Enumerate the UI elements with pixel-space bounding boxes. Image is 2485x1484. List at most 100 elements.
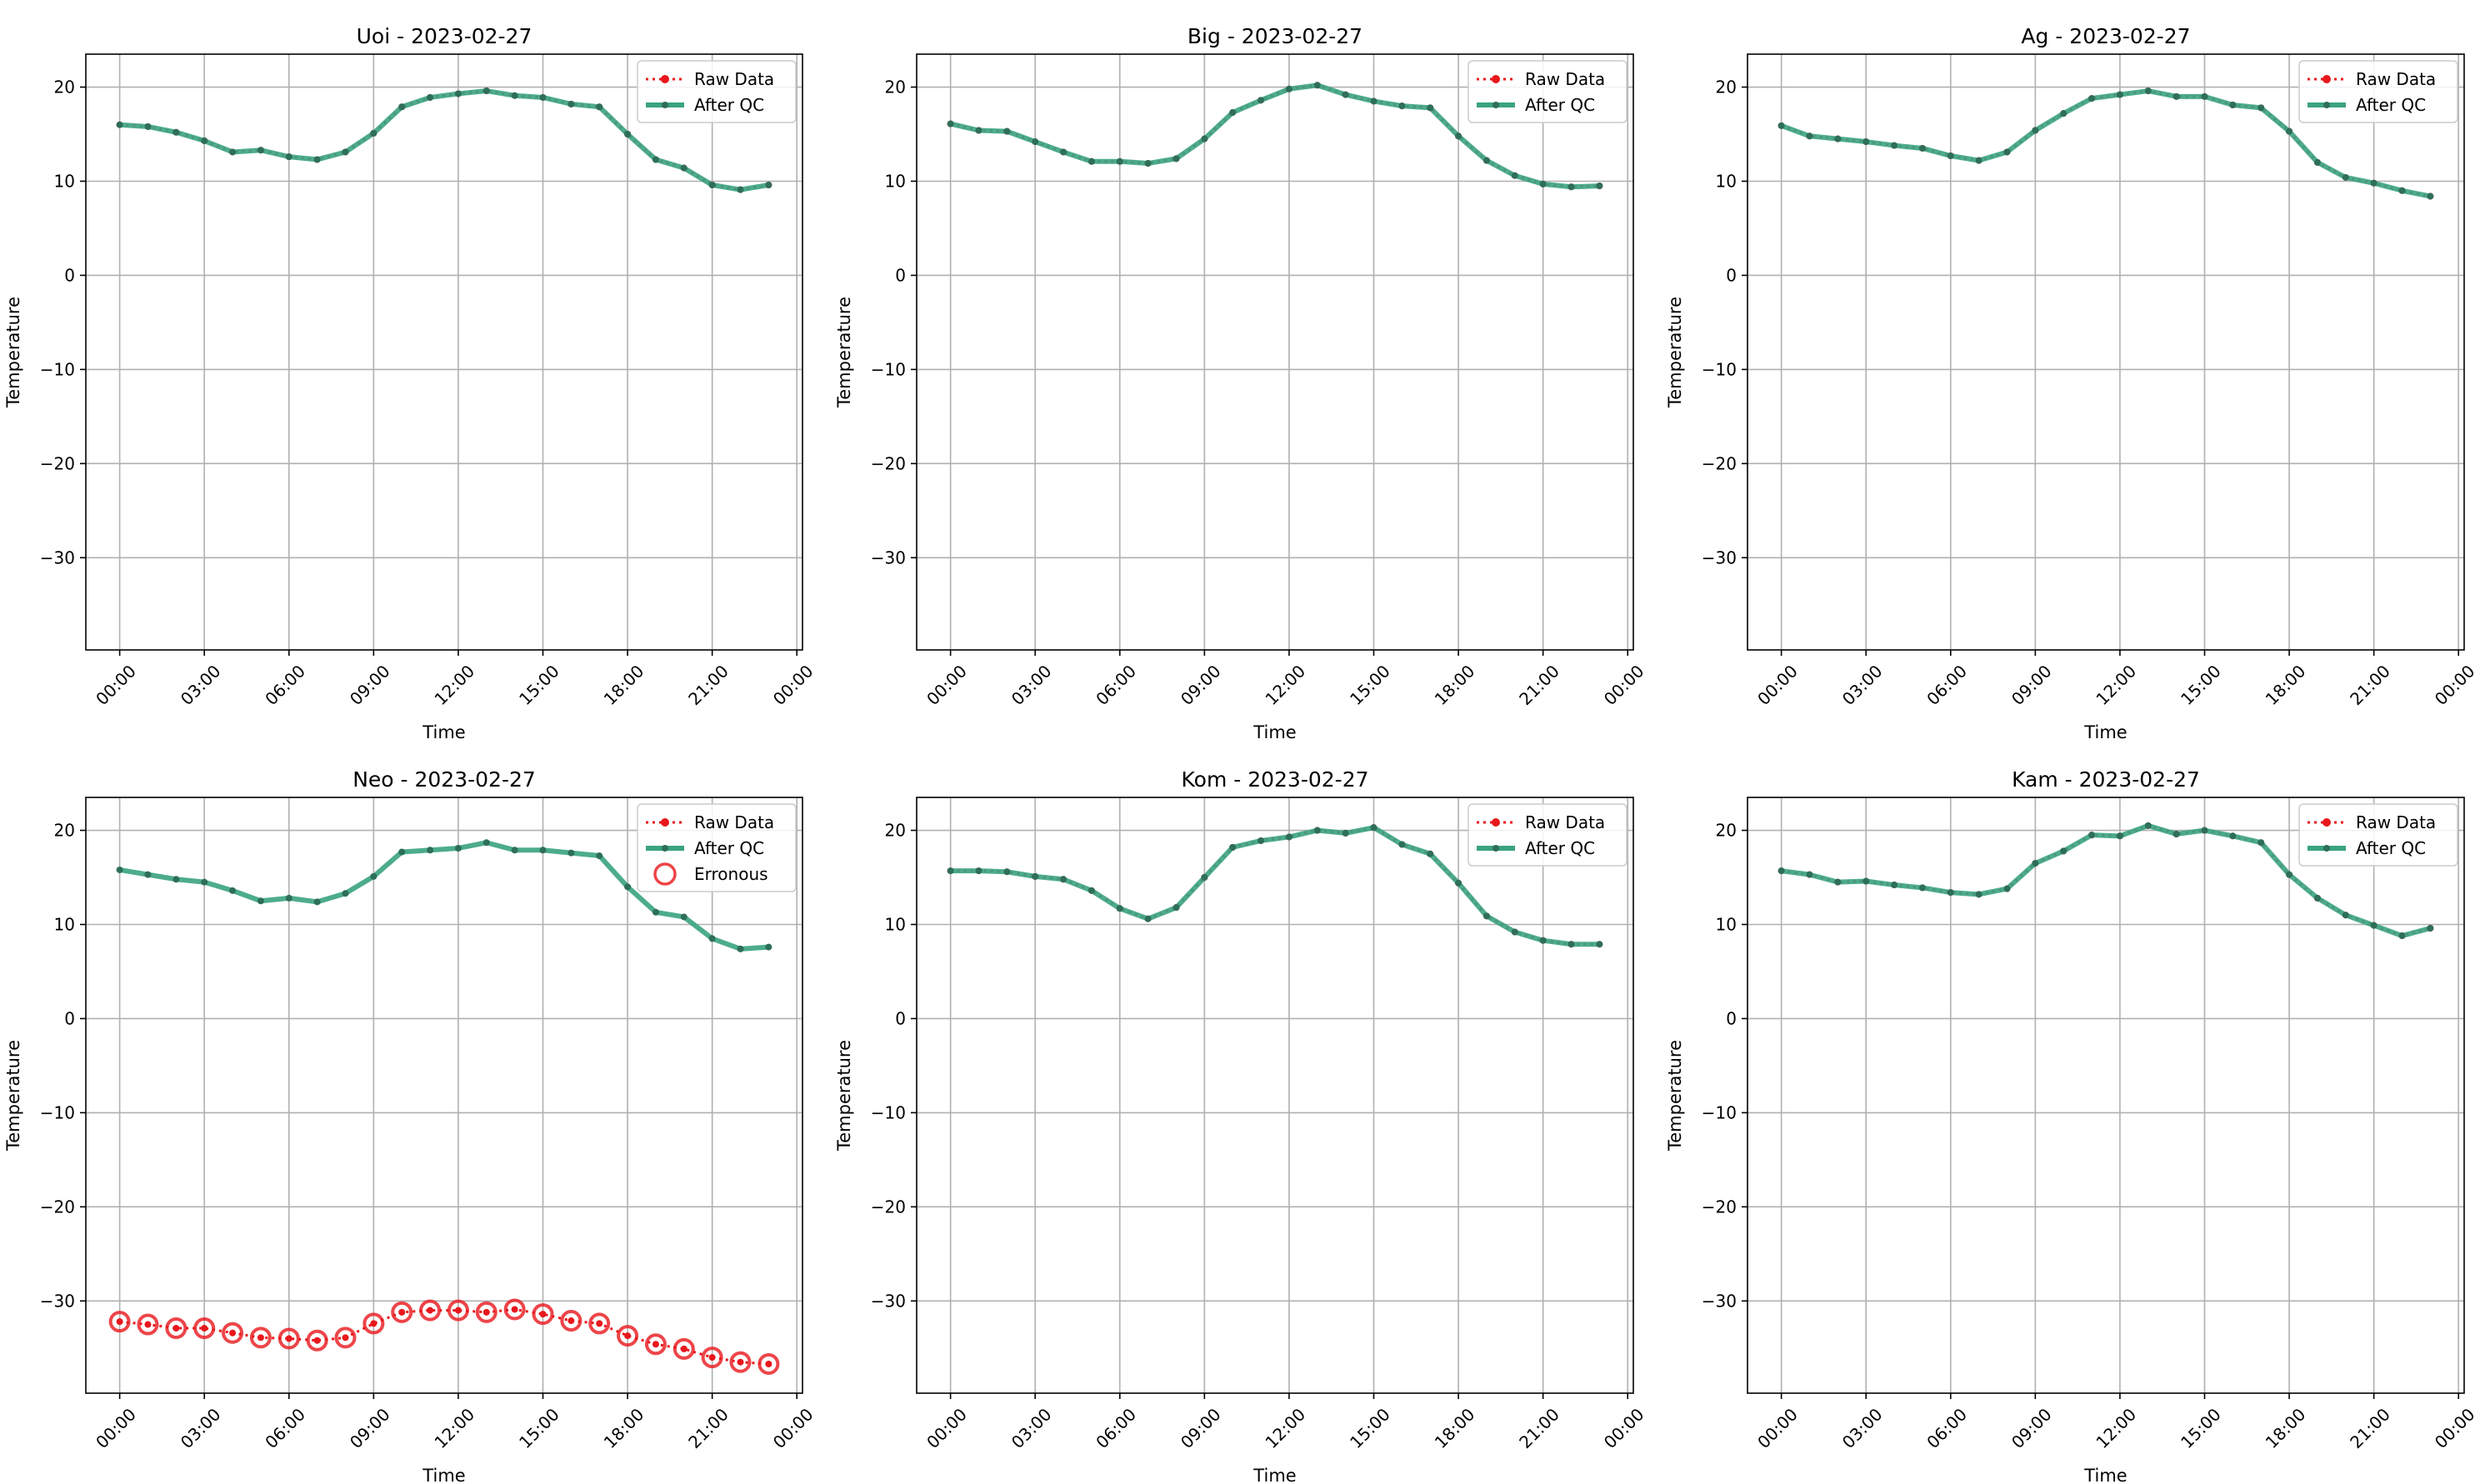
after-qc-point xyxy=(1482,912,1490,920)
plot-frame xyxy=(85,797,803,1394)
raw-data-point xyxy=(765,1360,772,1367)
after-qc-point xyxy=(947,867,954,875)
after-qc-point xyxy=(398,848,406,856)
after-qc-point xyxy=(144,871,152,878)
after-qc-point xyxy=(2342,173,2349,181)
after-qc-point xyxy=(427,847,434,854)
after-qc-point xyxy=(680,913,688,921)
chart-title: Neo - 2023-02-27 xyxy=(352,767,536,792)
raw-data-point xyxy=(398,1308,406,1316)
after-qc-point xyxy=(1918,884,1926,892)
raw-data-point xyxy=(511,1306,518,1313)
after-qc-point xyxy=(2398,932,2406,940)
x-tick-label: 00:00 xyxy=(2431,661,2479,709)
after-qc-point xyxy=(342,890,349,897)
plot-frame xyxy=(1747,797,2465,1394)
after-qc-point xyxy=(624,883,632,891)
y-tick-label: −10 xyxy=(1702,359,1737,379)
after-qc-point xyxy=(539,847,547,854)
after-qc-point xyxy=(2286,127,2293,135)
after-qc-point xyxy=(1778,867,1785,875)
legend-qc-marker xyxy=(662,102,668,108)
raw-data-point xyxy=(201,1325,208,1332)
raw-data-point xyxy=(370,1320,378,1327)
after-qc-point xyxy=(947,120,954,127)
chart-title: Big - 2023-02-27 xyxy=(1188,24,1362,48)
y-axis-label: Temperature xyxy=(1665,1040,1685,1152)
after-qc-point xyxy=(144,122,152,130)
after-qc-point xyxy=(1891,142,1898,149)
after-qc-point xyxy=(116,121,123,128)
x-tick-label: 21:00 xyxy=(684,661,732,709)
after-qc-series xyxy=(1778,822,2434,940)
after-qc-point xyxy=(2201,92,2208,100)
x-tick-label: 18:00 xyxy=(2262,1404,2310,1452)
after-qc-point xyxy=(680,164,688,172)
legend-raw-marker xyxy=(1492,75,1500,83)
legend: Raw Data After QC xyxy=(1468,803,1628,867)
after-qc-point xyxy=(1313,82,1321,89)
after-qc-line xyxy=(1780,88,2431,199)
erronous-marker xyxy=(249,1327,272,1349)
chart-title: Uoi - 2023-02-27 xyxy=(357,24,532,48)
legend: Raw Data After QC xyxy=(2298,803,2458,867)
y-tick-label: −30 xyxy=(40,547,75,567)
legend-label: After QC xyxy=(1525,95,1595,115)
x-tick-label: 21:00 xyxy=(1515,661,1563,709)
chart-title: Kam - 2023-02-27 xyxy=(2012,767,2200,792)
after-qc-point xyxy=(201,137,208,144)
chart-panel: 00:00 03:00 06:00 09:00 12:00 15:00 18:00 21:00… xyxy=(1665,767,2479,1484)
after-qc-point xyxy=(652,908,659,916)
erronous-marker xyxy=(672,1337,695,1360)
x-tick-label: 18:00 xyxy=(1431,661,1479,709)
legend: Raw Data After QC xyxy=(1468,60,1628,123)
after-qc-point xyxy=(624,131,632,138)
erronous-series xyxy=(108,1298,780,1375)
after-qc-point xyxy=(568,849,575,857)
after-qc-point xyxy=(1975,157,1982,164)
after-qc-point xyxy=(172,128,180,136)
after-qc-point xyxy=(313,156,321,163)
chart-panel: 00:00 03:00 06:00 09:00 12:00 15:00 18:00 21:00… xyxy=(3,24,818,742)
after-qc-point xyxy=(2003,885,2011,892)
y-tick-label: 20 xyxy=(54,77,75,97)
after-qc-point xyxy=(1947,152,1954,159)
after-qc-point xyxy=(737,186,744,193)
erronous-marker xyxy=(588,1312,611,1335)
y-tick-label: −30 xyxy=(1702,1291,1737,1311)
raw-data-point xyxy=(539,1311,547,1318)
raw-data-point xyxy=(313,1337,321,1344)
y-tick-label: 0 xyxy=(1726,265,1737,285)
after-qc-point xyxy=(1891,882,1898,889)
x-tick-label: 06:00 xyxy=(1922,1404,1971,1452)
x-axis-label: Time xyxy=(2083,722,2127,742)
x-tick-label: 12:00 xyxy=(2092,661,2140,709)
after-qc-point xyxy=(454,844,462,852)
x-tick-label: 12:00 xyxy=(430,661,478,709)
legend-qc-marker xyxy=(1492,845,1499,852)
plot-frame xyxy=(1747,53,2465,651)
y-tick-label: 10 xyxy=(54,171,75,191)
after-qc-point xyxy=(708,935,716,942)
after-qc-point xyxy=(511,847,518,854)
after-qc-point xyxy=(172,876,180,883)
after-qc-point xyxy=(596,103,603,111)
after-qc-point xyxy=(1398,102,1406,110)
legend-label: Raw Data xyxy=(694,812,774,832)
legend-label: After QC xyxy=(694,838,764,858)
x-tick-label: 21:00 xyxy=(1515,1404,1563,1452)
after-qc-point xyxy=(285,153,292,161)
after-qc-point xyxy=(1596,941,1603,948)
after-qc-point xyxy=(482,839,490,847)
after-qc-point xyxy=(1342,91,1349,98)
x-tick-label: 15:00 xyxy=(1346,661,1394,709)
legend-raw-marker xyxy=(661,75,669,83)
after-qc-point xyxy=(2144,87,2152,95)
chart-panel: 00:00 03:00 06:00 09:00 12:00 15:00 18:00 21:00… xyxy=(1665,24,2479,742)
legend: Raw Data After QC Erronous xyxy=(637,803,797,892)
plot-frame xyxy=(916,797,1634,1394)
after-qc-point xyxy=(1172,155,1180,162)
x-tick-label: 00:00 xyxy=(92,1404,140,1452)
after-qc-series xyxy=(947,824,1603,948)
y-tick-label: −20 xyxy=(40,1197,75,1217)
